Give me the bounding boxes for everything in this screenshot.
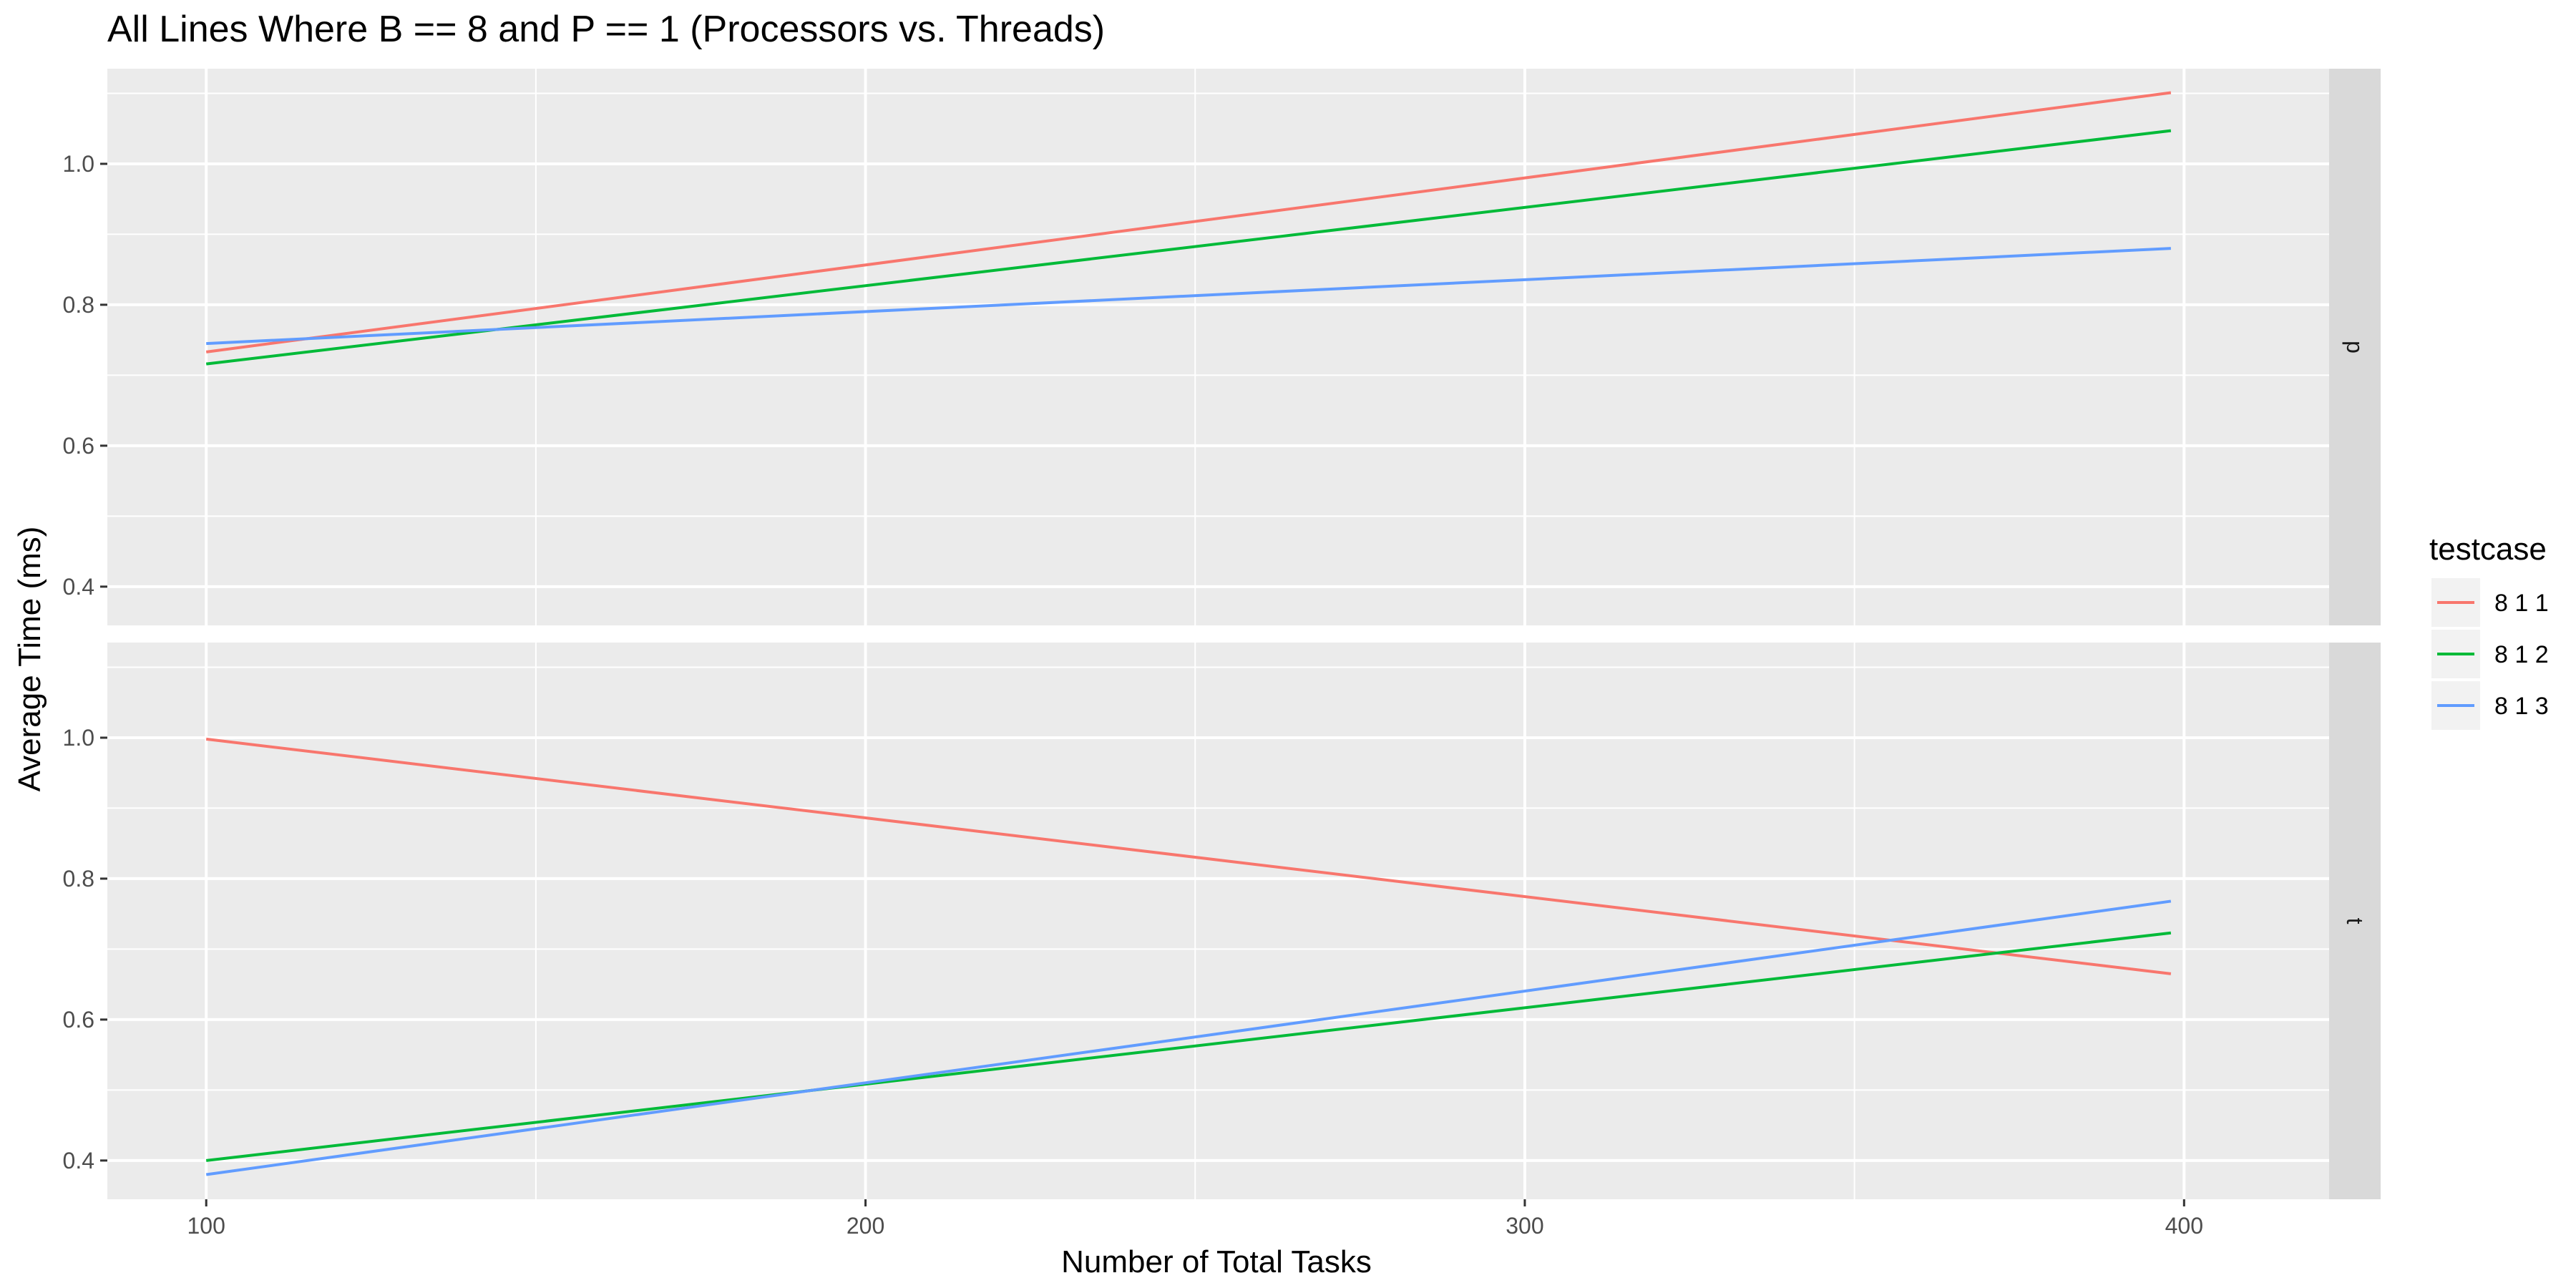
panel-background <box>107 643 2329 1199</box>
y-tick-label: 0.4 <box>63 1148 94 1174</box>
y-tick-label: 1.0 <box>63 151 94 177</box>
panel-t: 0.4 0.6 0.8 1.0 t <box>63 643 2381 1199</box>
y-tick-label: 1.0 <box>63 725 94 751</box>
chart-title: All Lines Where B == 8 and P == 1 (Proce… <box>107 9 1105 50</box>
y-tick-label: 0.6 <box>63 1007 94 1033</box>
facet-strip-label: p <box>2342 341 2368 353</box>
x-tick-label: 200 <box>847 1213 884 1239</box>
y-axis-title: Average Time (ms) <box>12 527 47 792</box>
panel-background <box>107 69 2329 625</box>
series-line-8-1-3 <box>205 899 2172 1176</box>
y-tick-label: 0.6 <box>63 433 94 459</box>
legend-title: testcase <box>2429 532 2547 567</box>
x-tick-label: 400 <box>2165 1213 2203 1239</box>
panel-p: 0.4 0.6 0.8 1.0 p <box>63 69 2381 625</box>
facet-strip <box>2329 643 2381 1199</box>
y-tick-label: 0.8 <box>63 292 94 318</box>
series-line-8-1-3 <box>206 247 2171 346</box>
y-tick-label: 0.4 <box>63 574 94 600</box>
series-line-8-1-2 <box>205 129 2172 366</box>
panels: 0.4 0.6 0.8 1.0 p 0.4 0.6 0.8 1.0 t <box>63 69 2381 1199</box>
series-line-8-1-1 <box>205 91 2172 353</box>
series-line-8-1-1 <box>205 737 2172 975</box>
x-axis-title: Number of Total Tasks <box>1061 1244 1372 1279</box>
legend-label: 8 1 2 <box>2494 641 2549 668</box>
x-tick-label: 300 <box>1506 1213 1543 1239</box>
y-tick-label: 0.8 <box>63 866 94 892</box>
legend: testcase 8 1 1 8 1 2 8 1 3 <box>2429 532 2549 730</box>
facet-strip-label: t <box>2342 918 2368 924</box>
legend-label: 8 1 1 <box>2494 590 2549 617</box>
x-tick-label: 100 <box>187 1213 225 1239</box>
x-axis: 100 200 300 400 <box>187 1199 2203 1239</box>
facet-strip <box>2329 69 2381 625</box>
series-line-8-1-2 <box>205 931 2172 1162</box>
legend-label: 8 1 3 <box>2494 693 2549 720</box>
